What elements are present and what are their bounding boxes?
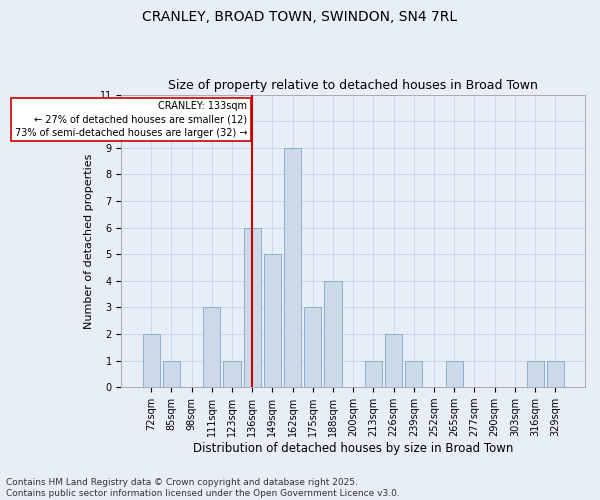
Bar (547, 360, 564, 387)
Bar (223, 360, 241, 387)
Bar (264, 254, 281, 387)
Bar (446, 360, 463, 387)
Text: CRANLEY, BROAD TOWN, SWINDON, SN4 7RL: CRANLEY, BROAD TOWN, SWINDON, SN4 7RL (142, 10, 458, 24)
Bar (304, 308, 322, 387)
Bar (244, 228, 261, 387)
X-axis label: Distribution of detached houses by size in Broad Town: Distribution of detached houses by size … (193, 442, 514, 455)
Bar (385, 334, 402, 387)
Bar (203, 308, 220, 387)
Bar (405, 360, 422, 387)
Y-axis label: Number of detached properties: Number of detached properties (84, 153, 94, 328)
Bar (325, 281, 341, 387)
Bar (365, 360, 382, 387)
Title: Size of property relative to detached houses in Broad Town: Size of property relative to detached ho… (168, 79, 538, 92)
Bar (143, 334, 160, 387)
Text: CRANLEY: 133sqm
← 27% of detached houses are smaller (12)
73% of semi-detached h: CRANLEY: 133sqm ← 27% of detached houses… (14, 101, 247, 138)
Bar (163, 360, 180, 387)
Bar (284, 148, 301, 387)
Bar (527, 360, 544, 387)
Text: Contains HM Land Registry data © Crown copyright and database right 2025.
Contai: Contains HM Land Registry data © Crown c… (6, 478, 400, 498)
